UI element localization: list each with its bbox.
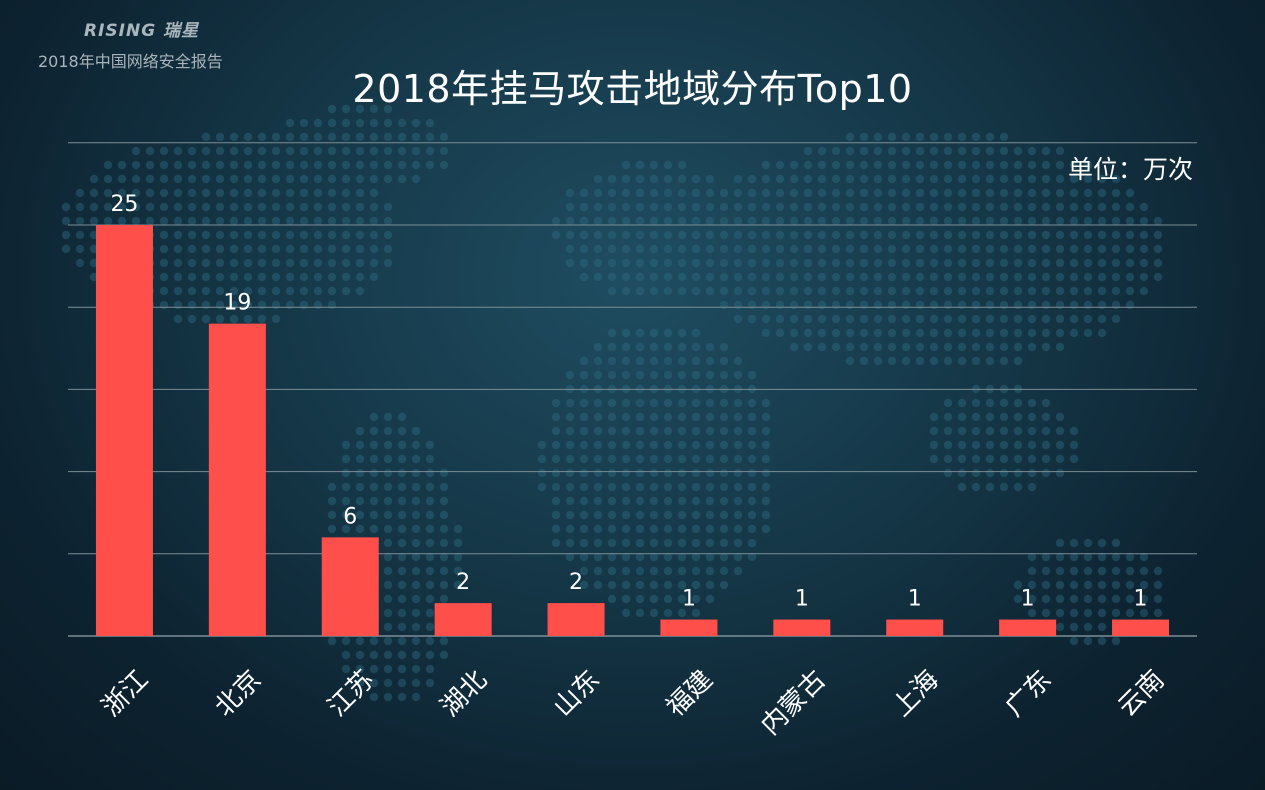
- bar-6: [773, 619, 831, 636]
- category-label-9: 云南: [1113, 665, 1171, 723]
- value-labels: 25 19 6 2 2 1 1 1 1 1: [110, 192, 1147, 612]
- bar-1: [208, 323, 266, 636]
- unit-label: 单位：万次: [1067, 155, 1193, 184]
- value-label-9: 1: [1134, 587, 1148, 612]
- category-label-3: 湖北: [435, 665, 493, 723]
- bar-0: [95, 225, 153, 636]
- bar-8: [999, 619, 1057, 636]
- value-label-4: 2: [569, 570, 583, 595]
- bars: [95, 225, 1170, 636]
- rising-logo: RISING 瑞星: [84, 21, 200, 41]
- value-label-7: 1: [908, 587, 922, 612]
- value-label-0: 25: [110, 192, 138, 217]
- bar-3: [434, 603, 492, 636]
- category-labels: 浙江 北京 江苏 湖北 山东 福建 内蒙古 上海 广东 云南: [96, 665, 1170, 741]
- category-label-6: 内蒙古: [755, 665, 831, 741]
- value-label-3: 2: [456, 570, 470, 595]
- bar-9: [1112, 619, 1170, 636]
- category-label-2: 江苏: [322, 665, 380, 723]
- bar-2: [321, 537, 379, 636]
- value-label-2: 6: [343, 504, 357, 529]
- value-label-6: 1: [795, 587, 809, 612]
- bar-5: [660, 619, 718, 636]
- bar-4: [547, 603, 605, 636]
- chart-title: 2018年挂马攻击地域分布Top10: [352, 67, 913, 111]
- category-label-5: 福建: [661, 665, 719, 723]
- value-label-1: 19: [223, 291, 251, 316]
- category-label-7: 上海: [887, 665, 945, 723]
- category-label-4: 山东: [548, 665, 606, 723]
- value-label-5: 1: [682, 587, 696, 612]
- category-label-0: 浙江: [96, 665, 154, 723]
- category-label-8: 广东: [1000, 665, 1058, 723]
- category-label-1: 北京: [209, 665, 267, 723]
- value-label-8: 1: [1021, 587, 1035, 612]
- bar-7: [886, 619, 944, 636]
- report-name: 2018年中国网络安全报告: [38, 52, 223, 71]
